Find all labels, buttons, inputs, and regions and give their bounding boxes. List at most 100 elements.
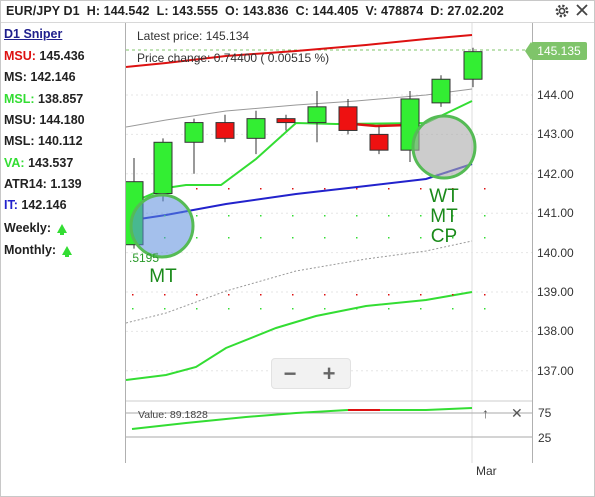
y-tick-label: 141.00 bbox=[537, 206, 574, 221]
close-icon[interactable] bbox=[573, 3, 591, 21]
sidebar-row: ATR14: 1.139 bbox=[4, 177, 82, 191]
level-dot bbox=[420, 294, 422, 296]
level-dot bbox=[196, 294, 198, 296]
weekly-trend: Weekly: bbox=[4, 221, 68, 235]
sidebar-row-value: 140.112 bbox=[34, 134, 83, 149]
sidebar-row-label: MSL: bbox=[4, 134, 35, 149]
level-dot bbox=[388, 237, 390, 239]
weekly-label: Weekly: bbox=[4, 221, 52, 235]
level-dot bbox=[228, 294, 230, 296]
arrow-up-icon[interactable]: ↑ bbox=[482, 405, 489, 421]
candle-body bbox=[276, 118, 296, 124]
y-tick-label: 140.00 bbox=[537, 245, 574, 260]
header-bar: EUR/JPY D1 H: 144.542 L: 143.555 O: 143.836… bbox=[1, 1, 594, 23]
level-dot bbox=[132, 294, 134, 296]
indicator-title[interactable]: D1 Sniper bbox=[4, 27, 63, 41]
price-chart[interactable]: Latest price: 145.134 Price change: 0.74… bbox=[125, 23, 533, 463]
level-dot bbox=[452, 188, 454, 190]
level-dot bbox=[260, 215, 262, 217]
low-value: L: 143.555 bbox=[156, 4, 219, 18]
gear-icon[interactable] bbox=[553, 3, 571, 21]
level-dot bbox=[196, 308, 198, 310]
level-dot bbox=[420, 308, 422, 310]
level-dot bbox=[324, 294, 326, 296]
level-dot bbox=[292, 308, 294, 310]
level-dot bbox=[196, 215, 198, 217]
candle-body bbox=[246, 118, 266, 139]
green-dotted-level bbox=[132, 308, 486, 310]
y-tick-label: 139.00 bbox=[537, 285, 574, 299]
level-dot bbox=[356, 188, 358, 190]
level-dot bbox=[452, 294, 454, 296]
candle-body bbox=[215, 122, 235, 139]
subchart-line bbox=[131, 409, 349, 430]
current-price-tag: 145.135 bbox=[525, 42, 587, 60]
candle-body bbox=[369, 133, 389, 151]
subchart-tick-75: 75 bbox=[538, 406, 552, 420]
sidebar-row: MS: 142.146 bbox=[4, 70, 76, 84]
level-dot bbox=[452, 215, 454, 217]
zoom-out-button[interactable]: − bbox=[283, 361, 297, 386]
monthly-trend: Monthly: bbox=[4, 243, 73, 257]
msl-line bbox=[126, 291, 473, 381]
level-dot bbox=[196, 237, 198, 239]
close-icon[interactable]: ✕ bbox=[511, 405, 523, 421]
level-dot bbox=[484, 188, 486, 190]
sidebar-row-value: 1.139 bbox=[46, 176, 82, 191]
sidebar-row-label: ATR14: bbox=[4, 176, 47, 191]
level-dot bbox=[228, 237, 230, 239]
sidebar-row: MSU: 145.436 bbox=[4, 49, 85, 63]
highlight-circle-left bbox=[129, 193, 195, 259]
candle-body bbox=[153, 141, 173, 194]
date-value: D: 27.02.202 bbox=[430, 4, 504, 18]
level-dot bbox=[164, 294, 166, 296]
high-value: H: 144.542 bbox=[86, 4, 150, 18]
subchart-line bbox=[380, 407, 473, 411]
y-tick-label: 142.00 bbox=[537, 166, 574, 181]
price-change: Price change: 0.74400 ( 0.00515 %) bbox=[137, 51, 330, 65]
sidebar-row-label: MSU: bbox=[4, 112, 36, 127]
level-dot bbox=[132, 308, 134, 310]
candle-body bbox=[307, 106, 327, 124]
level-dot bbox=[292, 215, 294, 217]
level-dot bbox=[484, 308, 486, 310]
level-dot bbox=[420, 215, 422, 217]
sidebar-row-label: VA: bbox=[4, 155, 25, 170]
sidebar-row-label: MSU: bbox=[4, 49, 36, 63]
level-dot bbox=[228, 188, 230, 190]
zoom-in-button[interactable]: + bbox=[322, 361, 336, 386]
ohlc-readout: EUR/JPY D1 H: 144.542 L: 143.555 O: 143.836… bbox=[6, 4, 511, 18]
annotation-mt: MT bbox=[149, 266, 177, 287]
y-tick-label: 143.00 bbox=[537, 127, 574, 142]
subchart-value: Value: 89.1828 bbox=[138, 409, 208, 421]
sidebar-row-value: 138.857 bbox=[34, 91, 84, 106]
x-tick-mar: Mar bbox=[476, 464, 497, 478]
open-value: O: 143.836 bbox=[225, 4, 289, 18]
sidebar-row-label: MSL: bbox=[4, 91, 35, 106]
partial-level-label: .5195 bbox=[129, 251, 160, 265]
level-dot bbox=[356, 237, 358, 239]
level-dot bbox=[452, 308, 454, 310]
level-dot bbox=[260, 294, 262, 296]
symbol-label: EUR/JPY D1 bbox=[6, 4, 80, 18]
arrow-up-icon bbox=[62, 246, 73, 257]
msu-line bbox=[126, 34, 473, 68]
level-dot bbox=[292, 237, 294, 239]
level-dot bbox=[324, 188, 326, 190]
va-line bbox=[126, 100, 473, 206]
level-dot bbox=[292, 188, 294, 190]
red-dotted-level bbox=[132, 294, 486, 296]
y-tick-label: 138.00 bbox=[537, 324, 574, 339]
level-dot bbox=[228, 215, 230, 217]
y-tick-label: 144.00 bbox=[537, 88, 574, 102]
annotation-cp: CP bbox=[430, 226, 458, 247]
level-dot bbox=[324, 237, 326, 239]
level-dot bbox=[260, 237, 262, 239]
sidebar-row: IT: 142.146 bbox=[4, 198, 67, 212]
y-tick-label: 137.00 bbox=[537, 363, 574, 378]
level-dot bbox=[452, 237, 454, 239]
upper-band-line bbox=[126, 88, 473, 128]
sidebar-row: VA: 143.537 bbox=[4, 156, 73, 170]
sidebar-row-value: 144.180 bbox=[35, 112, 85, 127]
sidebar-row: MSU: 144.180 bbox=[4, 113, 85, 127]
